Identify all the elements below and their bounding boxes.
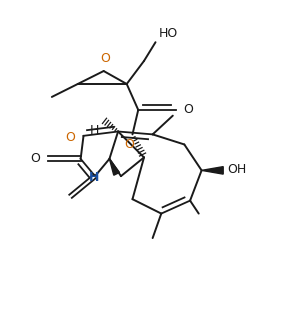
Text: O: O xyxy=(31,152,40,165)
Text: O: O xyxy=(65,131,75,144)
Text: OH: OH xyxy=(228,163,247,176)
Text: H: H xyxy=(89,171,99,184)
Text: O: O xyxy=(100,52,110,65)
Text: H: H xyxy=(90,124,99,137)
Text: O: O xyxy=(183,103,193,116)
Polygon shape xyxy=(202,166,223,174)
Text: HO: HO xyxy=(158,27,178,40)
Text: O: O xyxy=(125,138,134,151)
Polygon shape xyxy=(109,159,120,175)
